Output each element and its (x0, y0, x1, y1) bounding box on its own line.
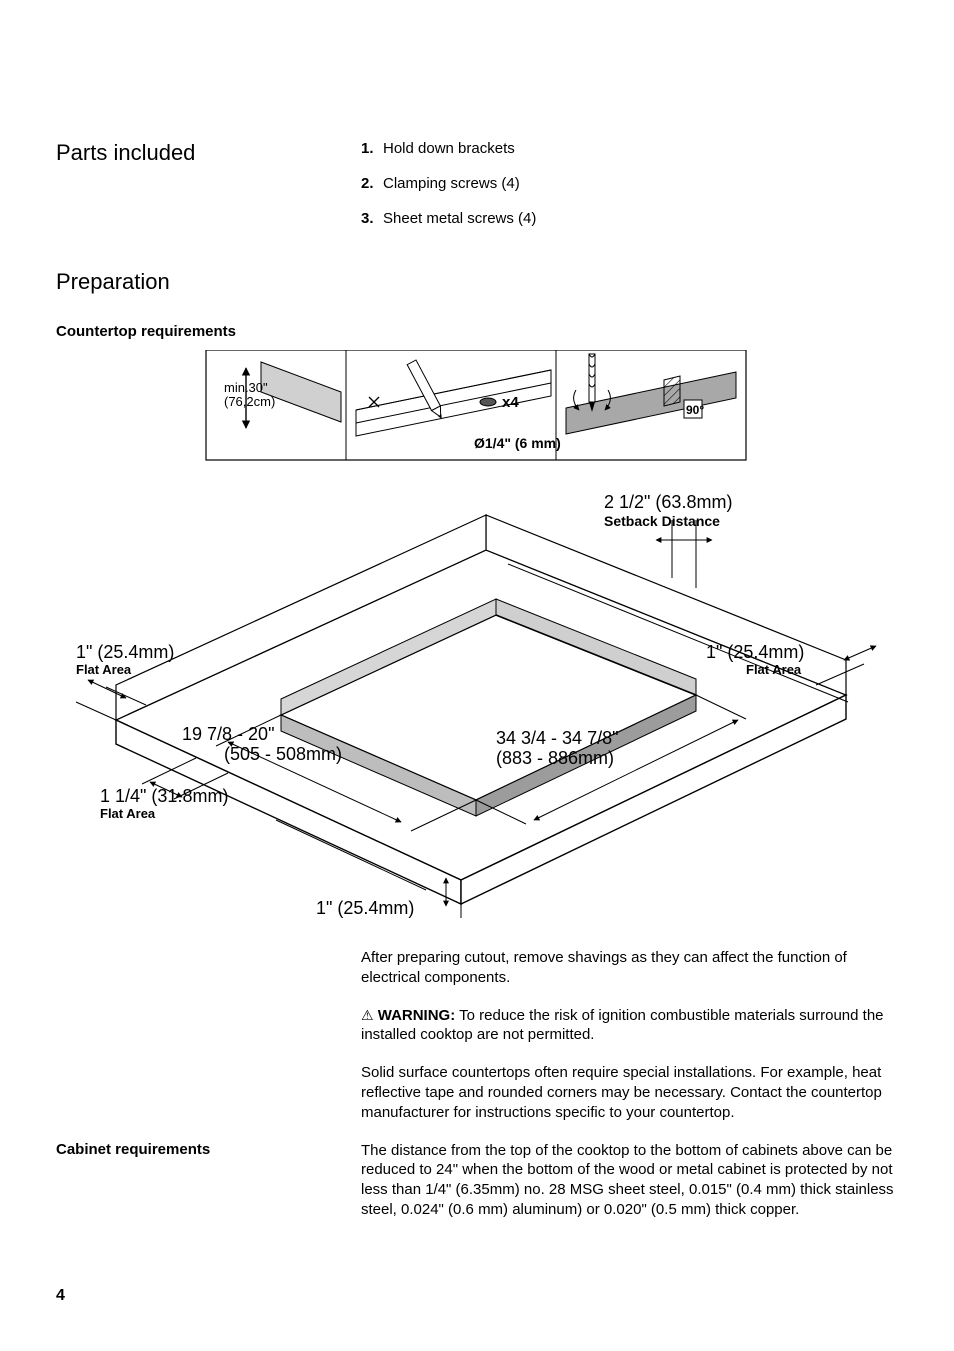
parts-included-row: Parts included 1.Hold down brackets 2.Cl… (56, 140, 898, 245)
main-isometric: 2 1/2" (63.8mm) Setback Distance 1" (25.… (76, 492, 894, 918)
after-cutout-row: After preparing cutout, remove shavings … (56, 948, 898, 1141)
width-line1: 34 3/4 - 34 7/8" (496, 728, 618, 748)
warning-label: WARNING: (378, 1007, 456, 1024)
front-flat-label: Flat Area (100, 806, 156, 821)
top-strip: min.30" (76,2cm) x4 Ø1/4" (6 mm) (206, 350, 746, 460)
warning-paragraph: ⚠ WARNING: To reduce the risk of ignitio… (361, 1006, 898, 1046)
cabinet-requirements-text: The distance from the top of the cooktop… (361, 1141, 898, 1220)
depth-line1: 19 7/8 - 20" (182, 724, 274, 744)
after-cutout-text: After preparing cutout, remove shavings … (361, 948, 898, 988)
flat-right-value: 1" (25.4mm) (706, 642, 804, 662)
parts-list: 1.Hold down brackets 2.Clamping screws (… (361, 140, 898, 227)
flat-right-label: Flat Area (746, 662, 802, 677)
min-height-line2: (76,2cm) (224, 394, 275, 409)
drill-label: Ø1/4" (6 mm) (474, 435, 561, 451)
flat-left-label: Flat Area (76, 662, 132, 677)
list-item: 3.Sheet metal screws (4) (361, 210, 898, 227)
cabinet-row: Cabinet requirements The distance from t… (56, 1141, 898, 1238)
solid-surface-text: Solid surface countertops often require … (361, 1063, 898, 1122)
x4-label: x4 (502, 394, 519, 411)
bottom-value: 1" (25.4mm) (316, 898, 414, 918)
cabinet-requirements-label: Cabinet requirements (56, 1141, 210, 1158)
countertop-subheading: Countertop requirements (56, 323, 898, 340)
angle-label: 90° (686, 403, 704, 417)
min-height-line1: min.30" (224, 380, 268, 395)
width-line2: (883 - 886mm) (496, 748, 614, 768)
list-item: 2.Clamping screws (4) (361, 175, 898, 192)
diagram-svg: min.30" (76,2cm) x4 Ø1/4" (6 mm) (56, 350, 898, 920)
warning-triangle-icon: ⚠ (361, 1006, 374, 1024)
countertop-diagram: min.30" (76,2cm) x4 Ø1/4" (6 mm) (56, 350, 898, 920)
flat-left-value: 1" (25.4mm) (76, 642, 174, 662)
preparation-heading: Preparation (56, 269, 898, 295)
parts-included-heading: Parts included (56, 140, 361, 166)
list-item: 1.Hold down brackets (361, 140, 898, 157)
setback-label: Setback Distance (604, 513, 720, 529)
depth-line2: (505 - 508mm) (224, 744, 342, 764)
front-flat-value: 1 1/4" (31.8mm) (100, 786, 228, 806)
page-number: 4 (56, 1287, 65, 1305)
setback-value: 2 1/2" (63.8mm) (604, 492, 732, 512)
